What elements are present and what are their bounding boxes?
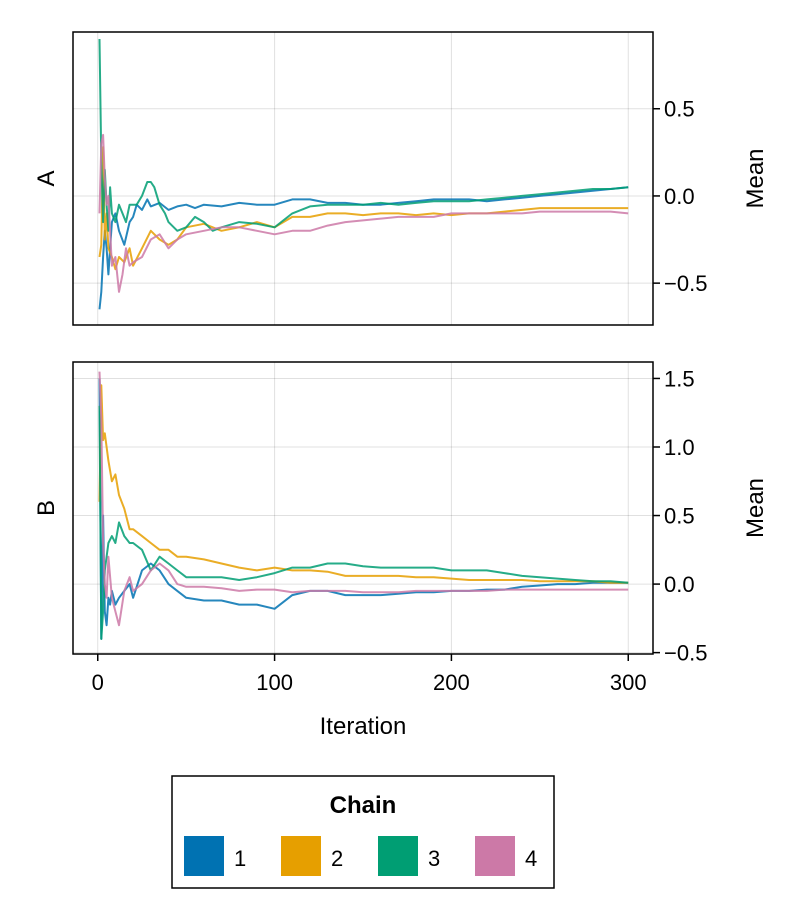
axes-frame xyxy=(72,31,654,326)
x-tick-label: 300 xyxy=(610,670,647,695)
axes-frame xyxy=(72,361,654,655)
legend-entry-chain-3: 3 xyxy=(378,836,440,876)
series-line-chain-2 xyxy=(98,146,629,271)
panel-a: −0.5 0.0 0.5 A Mean xyxy=(33,31,769,326)
series-line-chain-3 xyxy=(98,405,629,640)
legend-entry-chain-4: 4 xyxy=(475,836,537,876)
series-line-chain-1 xyxy=(98,186,629,310)
legend-swatch xyxy=(184,836,224,876)
y-tick-label: 1.0 xyxy=(664,435,695,460)
legend-label: 3 xyxy=(428,846,440,871)
legend-entry-chain-2: 2 xyxy=(281,836,343,876)
panel-b: −0.5 0.0 0.5 1.0 1.5 0 100 200 300 B Mean Iteration xyxy=(33,361,769,740)
panel-label: A xyxy=(33,170,60,186)
y-tick-label: 0.5 xyxy=(664,97,695,122)
legend-label: 1 xyxy=(234,846,246,871)
legend: Chain 1 2 3 4 xyxy=(171,775,555,889)
legend-swatch xyxy=(475,836,515,876)
y-tick-label: −0.5 xyxy=(664,641,707,666)
series-line-chain-3 xyxy=(98,38,629,232)
series-line-chain-2 xyxy=(98,384,629,584)
series-line-chain-4 xyxy=(98,371,629,627)
x-tick-label: 0 xyxy=(92,670,104,695)
legend-label: 4 xyxy=(525,846,537,871)
y-tick-label: 0.5 xyxy=(664,504,695,529)
y-tick-label: 0.0 xyxy=(664,184,695,209)
y-tick-label: 1.5 xyxy=(664,366,695,391)
y-axis-label: Mean xyxy=(742,148,769,208)
legend-title: Chain xyxy=(330,792,397,819)
x-tick-label: 100 xyxy=(256,670,293,695)
legend-swatch xyxy=(378,836,418,876)
legend-label: 2 xyxy=(331,846,343,871)
panel-label: B xyxy=(33,500,60,516)
series-line-chain-4 xyxy=(98,133,629,293)
legend-entry-chain-1: 1 xyxy=(184,836,246,876)
y-axis-label: Mean xyxy=(742,478,769,538)
legend-swatch xyxy=(281,836,321,876)
x-axis-label: Iteration xyxy=(320,713,407,740)
y-tick-label: −0.5 xyxy=(664,271,707,296)
x-tick-label: 200 xyxy=(433,670,470,695)
y-tick-label: 0.0 xyxy=(664,572,695,597)
series-line-chain-1 xyxy=(98,378,629,640)
